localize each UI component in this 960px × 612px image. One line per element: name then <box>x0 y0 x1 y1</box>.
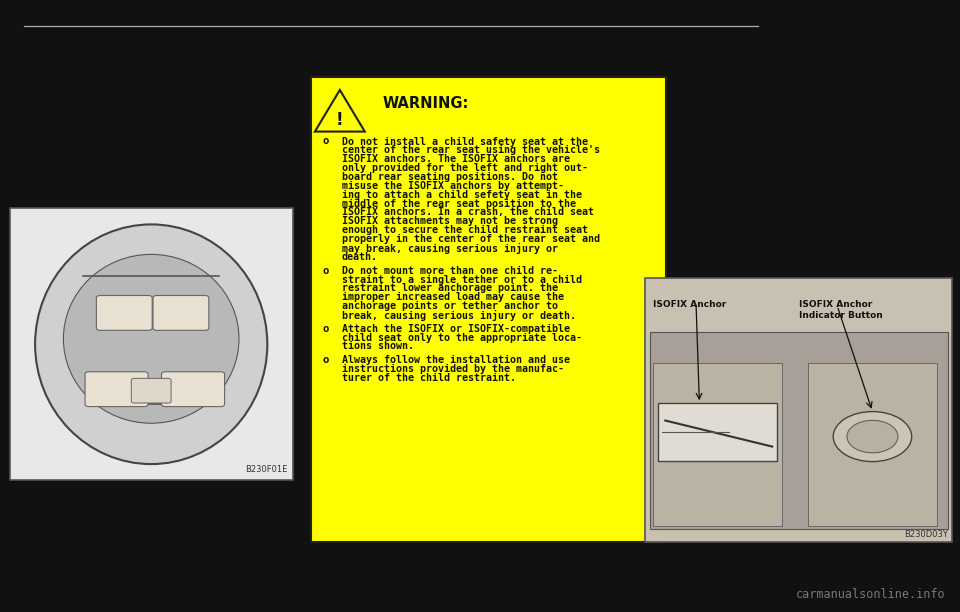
Text: ing to attach a child sefety seat in the: ing to attach a child sefety seat in the <box>342 190 582 200</box>
Text: misuse the ISOFIX anchors by attempt-: misuse the ISOFIX anchors by attempt- <box>342 181 564 191</box>
Text: board rear seating positions. Do not: board rear seating positions. Do not <box>342 172 558 182</box>
Text: ISOFIX anchors. In a crash, the child seat: ISOFIX anchors. In a crash, the child se… <box>342 207 593 217</box>
FancyBboxPatch shape <box>132 378 171 403</box>
Text: center of the rear seat using the vehicle's: center of the rear seat using the vehicl… <box>342 145 600 155</box>
Polygon shape <box>315 90 365 132</box>
FancyBboxPatch shape <box>153 296 209 330</box>
Text: carmanualsonline.info: carmanualsonline.info <box>796 588 946 601</box>
Text: break, causing serious injury or death.: break, causing serious injury or death. <box>342 310 576 321</box>
FancyBboxPatch shape <box>161 371 225 406</box>
Text: anchorage points or tether anchor to: anchorage points or tether anchor to <box>342 301 558 311</box>
Text: improper increased load may cause the: improper increased load may cause the <box>342 292 564 302</box>
Text: only provided for the left and right out-: only provided for the left and right out… <box>342 163 588 173</box>
FancyBboxPatch shape <box>653 363 781 526</box>
Text: death.: death. <box>342 252 378 262</box>
Text: restraint lower anchorage point. the: restraint lower anchorage point. the <box>342 283 558 293</box>
Text: properly in the center of the rear seat and: properly in the center of the rear seat … <box>342 234 600 244</box>
Text: ISOFIX attachments may not be strong: ISOFIX attachments may not be strong <box>342 216 558 226</box>
Text: may break, causing serious injury or: may break, causing serious injury or <box>342 243 558 254</box>
FancyBboxPatch shape <box>658 403 777 461</box>
FancyBboxPatch shape <box>96 296 153 330</box>
Text: instructions provided by the manufac-: instructions provided by the manufac- <box>342 364 564 374</box>
Text: Always follow the installation and use: Always follow the installation and use <box>342 355 570 365</box>
Text: enough to secure the child restraint seat: enough to secure the child restraint sea… <box>342 225 588 235</box>
Text: straint to a single tether or to a child: straint to a single tether or to a child <box>342 274 582 285</box>
Text: o: o <box>323 266 329 275</box>
Text: Do not install a child safety seat at the: Do not install a child safety seat at th… <box>342 136 588 146</box>
Text: o: o <box>323 324 329 334</box>
FancyBboxPatch shape <box>650 332 948 529</box>
Text: ISOFIX Anchor: ISOFIX Anchor <box>653 299 726 308</box>
Circle shape <box>833 412 912 461</box>
Text: B230F01E: B230F01E <box>246 465 288 474</box>
Text: turer of the child restraint.: turer of the child restraint. <box>342 373 516 383</box>
Ellipse shape <box>36 225 267 464</box>
Text: !: ! <box>336 111 344 129</box>
Text: WARNING:: WARNING: <box>383 96 469 111</box>
Text: Attach the ISOFIX or ISOFIX-compatible: Attach the ISOFIX or ISOFIX-compatible <box>342 324 570 334</box>
FancyBboxPatch shape <box>645 278 952 542</box>
Text: Do not mount more than one child re-: Do not mount more than one child re- <box>342 266 558 275</box>
Text: ISOFIX anchors. The ISOFIX anchors are: ISOFIX anchors. The ISOFIX anchors are <box>342 154 570 164</box>
Text: child seat only to the appropriate loca-: child seat only to the appropriate loca- <box>342 332 582 343</box>
Text: ISOFIX Anchor
Indicator Button: ISOFIX Anchor Indicator Button <box>799 299 882 319</box>
Text: tions shown.: tions shown. <box>342 341 414 351</box>
Text: o: o <box>323 355 329 365</box>
FancyBboxPatch shape <box>311 76 666 542</box>
FancyBboxPatch shape <box>808 363 937 526</box>
FancyBboxPatch shape <box>10 208 293 480</box>
Text: middle of the rear seat position to the: middle of the rear seat position to the <box>342 198 576 209</box>
Text: B230D03Y: B230D03Y <box>904 529 948 539</box>
FancyBboxPatch shape <box>85 371 148 406</box>
Text: o: o <box>323 136 329 146</box>
Circle shape <box>847 420 898 453</box>
Ellipse shape <box>63 255 239 424</box>
